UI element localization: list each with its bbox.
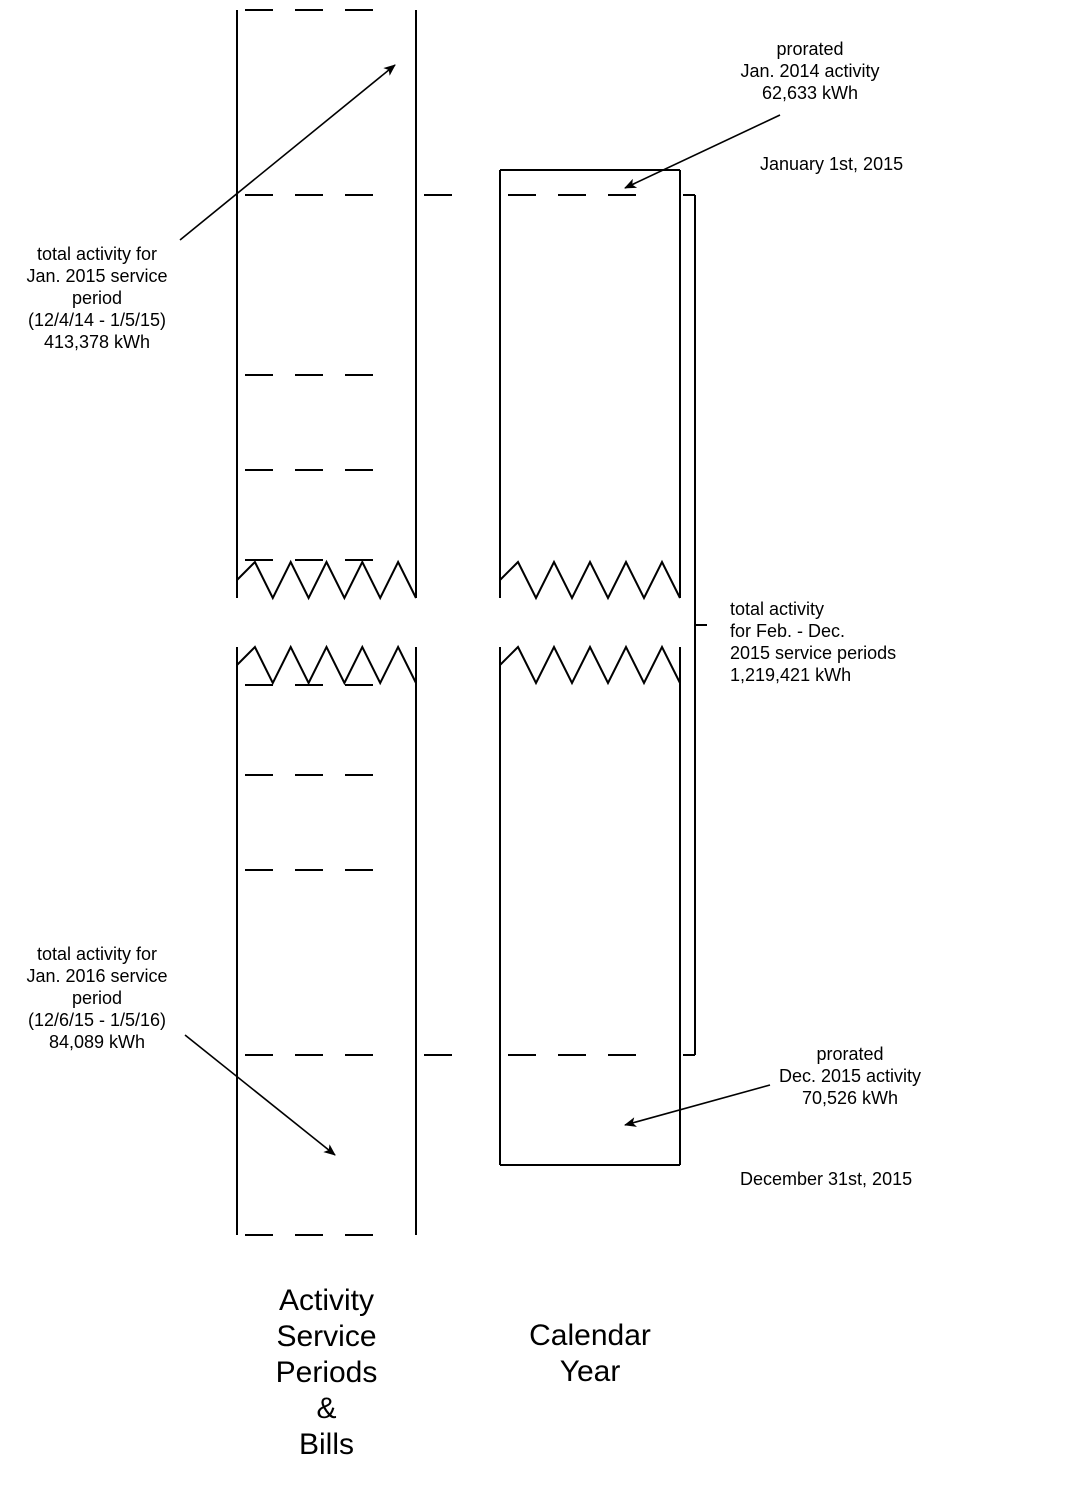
annotation-prorated-jan-2014: proratedJan. 2014 activity62,633 kWh (740, 39, 879, 103)
annotation-prorated-dec-2015: proratedDec. 2015 activity70,526 kWh (779, 1044, 921, 1108)
title-activity-service-periods: ActivityServicePeriods&Bills (276, 1284, 378, 1461)
label-january-1: January 1st, 2015 (760, 154, 903, 174)
right-column (424, 170, 680, 1165)
text-annotations: total activity forJan. 2015 serviceperio… (26, 39, 921, 1461)
arrows (180, 65, 780, 1155)
proration-diagram: total activity forJan. 2015 serviceperio… (0, 0, 1075, 1500)
left-column (237, 10, 416, 1235)
annotation-jan-2016: total activity forJan. 2016 serviceperio… (26, 944, 167, 1052)
right-bracket (683, 195, 707, 1055)
title-calendar-year: CalendarYear (529, 1319, 651, 1388)
annotation-jan-2015: total activity forJan. 2015 serviceperio… (26, 244, 167, 352)
label-december-31: December 31st, 2015 (740, 1169, 912, 1189)
annotation-feb-dec-total: total activityfor Feb. - Dec.2015 servic… (730, 599, 896, 685)
